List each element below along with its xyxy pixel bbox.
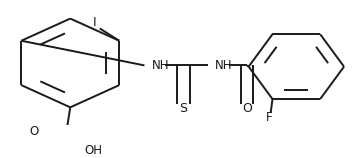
Text: NH: NH [215,59,232,72]
Text: O: O [242,102,252,115]
Text: F: F [266,111,272,124]
Text: I: I [93,16,96,29]
Text: O: O [30,125,39,138]
Text: OH: OH [84,144,102,157]
Text: NH: NH [152,59,169,72]
Text: S: S [179,102,187,115]
